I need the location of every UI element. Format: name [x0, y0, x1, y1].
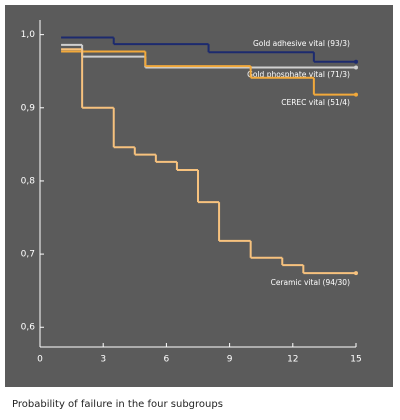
y-tick-label: 1,0: [21, 30, 36, 40]
y-tick-label: 0,7: [21, 250, 35, 260]
x-tick-label: 3: [100, 355, 106, 365]
series-label: Gold phosphate vital (71/3): [247, 70, 350, 79]
end-marker: [354, 92, 358, 97]
x-tick-label: 0: [37, 355, 43, 365]
x-tick-label: 6: [164, 355, 170, 365]
x-tick-label: 15: [350, 355, 361, 365]
y-tick-label: 0,6: [21, 323, 36, 333]
y-tick-label: 0,9: [21, 103, 36, 113]
end-marker: [354, 65, 358, 70]
series-label: Gold adhesive vital (93/3): [253, 39, 350, 48]
y-tick-label: 0,8: [21, 176, 36, 186]
caption: Probability of failure in the four subgr…: [12, 399, 223, 410]
x-tick-label: 12: [287, 355, 298, 365]
end-marker: [354, 59, 358, 64]
end-marker: [354, 271, 358, 276]
series-label: CEREC vital (51/4): [281, 98, 350, 107]
series-label: Ceramic vital (94/30): [271, 278, 350, 287]
x-tick-label: 9: [227, 355, 233, 365]
